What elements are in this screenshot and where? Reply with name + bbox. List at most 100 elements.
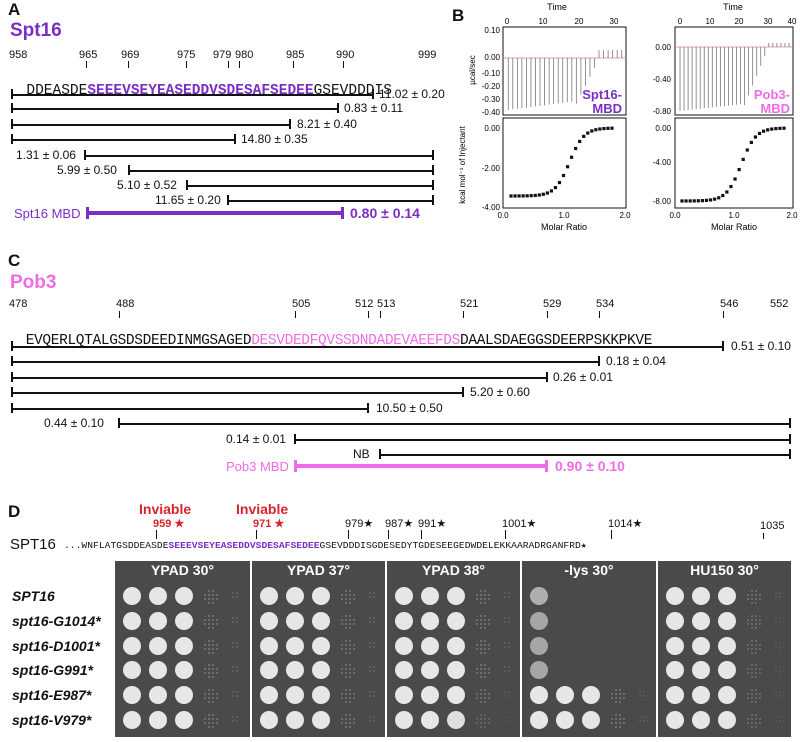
construct-kd: 5.20 ± 0.60 xyxy=(470,385,530,399)
tick xyxy=(723,311,724,318)
colony-spot xyxy=(260,587,278,605)
mark-num: 971 xyxy=(253,518,272,530)
data-point xyxy=(778,126,782,130)
colony-spot xyxy=(530,637,548,655)
colony-spot xyxy=(421,612,439,630)
pos-975: 975 xyxy=(177,49,196,61)
colony-spot xyxy=(745,662,761,678)
colony-spot xyxy=(745,613,761,629)
construct-line xyxy=(84,155,434,157)
pob3-mbd-name: MBD xyxy=(760,101,790,116)
pos: 534 xyxy=(596,298,615,310)
xtick: 2.0 xyxy=(786,211,798,220)
data-point xyxy=(517,194,521,198)
data-point xyxy=(602,126,606,131)
colony-spot xyxy=(692,711,710,729)
construct-line xyxy=(11,139,236,141)
colony-spot xyxy=(395,686,413,704)
ytick: -0.20 xyxy=(482,82,501,91)
mark-num: 1001 xyxy=(502,518,527,530)
pos: 521 xyxy=(460,298,479,310)
data-point xyxy=(770,127,774,131)
data-point xyxy=(598,127,602,131)
colony-spot xyxy=(149,587,167,605)
data-point xyxy=(749,140,753,145)
tick xyxy=(432,165,434,175)
construct-line xyxy=(11,408,369,410)
colony-spot xyxy=(231,715,241,725)
construct-line xyxy=(11,377,548,379)
data-point xyxy=(513,194,517,198)
data-point xyxy=(684,199,688,203)
data-point xyxy=(529,194,533,198)
colony-spot xyxy=(530,711,548,729)
construct-line xyxy=(11,108,339,110)
colony-spot xyxy=(474,638,490,654)
itc-binding-box-right xyxy=(674,117,794,209)
colony-spot xyxy=(718,711,736,729)
ytick: 0.00 xyxy=(484,124,500,133)
data-point xyxy=(545,191,549,195)
colony-spot xyxy=(692,612,710,630)
time-tick: 40 xyxy=(788,17,797,26)
construct-kd: 0.44 ± 0.10 xyxy=(44,416,104,430)
colony-spot xyxy=(260,637,278,655)
colony-spot xyxy=(447,661,465,679)
colony-spot xyxy=(202,687,218,703)
tick xyxy=(388,530,389,539)
panel-c-title: Pob3 xyxy=(10,272,57,293)
colony-spot xyxy=(395,661,413,679)
xtick: 1.0 xyxy=(728,211,740,220)
colony-spot xyxy=(202,588,218,604)
pob3-mbd-bar xyxy=(294,464,547,468)
tick xyxy=(598,356,600,366)
mark-num: 987 xyxy=(385,518,404,530)
colony-spot xyxy=(774,715,784,725)
pob3-mbd-name: Pob3- xyxy=(754,87,790,102)
time-label: Time xyxy=(547,2,567,12)
mark-1014: 1014★ xyxy=(608,518,643,530)
pos: 529 xyxy=(543,298,562,310)
colony-spot xyxy=(175,612,193,630)
data-point xyxy=(688,199,692,203)
time-tick: 10 xyxy=(539,17,548,26)
construct-kd: 0.26 ± 0.01 xyxy=(553,370,613,384)
colony-spot xyxy=(260,711,278,729)
construct-line xyxy=(227,200,434,202)
colony-spot xyxy=(123,711,141,729)
spt16-gene-label: SPT16 xyxy=(10,536,56,553)
colony-spot xyxy=(692,686,710,704)
colony-spot xyxy=(474,662,490,678)
data-point xyxy=(737,167,741,172)
colony-spot xyxy=(718,637,736,655)
mark-991: 991★ xyxy=(418,518,447,530)
seq-post: DAALSDAEGGSDEERPSKKPKVE xyxy=(460,333,653,349)
itc-raw-box-left xyxy=(502,26,627,116)
seq-post: GSEVDDDISGDESEDYTGDESEEGEDWDELEKKAARADRG… xyxy=(319,540,581,551)
ytick: -0.80 xyxy=(653,107,672,116)
tick xyxy=(432,150,434,160)
mark-1035: 1035 xyxy=(760,520,785,532)
colony-spot xyxy=(231,690,241,700)
condition-label: YPAD 38° xyxy=(422,562,485,578)
colony-spot xyxy=(447,686,465,704)
data-point xyxy=(782,126,786,130)
construct-line xyxy=(294,439,791,441)
colony-spot xyxy=(421,686,439,704)
data-point xyxy=(606,126,610,130)
construct-kd: 11.02 ± 0.20 xyxy=(379,87,445,101)
colony-spot xyxy=(666,711,684,729)
xtick: 1.0 xyxy=(558,211,570,220)
tick xyxy=(789,449,791,459)
data-point xyxy=(574,146,578,151)
ytick: -0.30 xyxy=(482,95,501,104)
tick xyxy=(86,61,87,68)
colony-spot xyxy=(123,661,141,679)
colony-spot xyxy=(666,686,684,704)
colony-spot xyxy=(718,587,736,605)
tick xyxy=(119,311,120,318)
colony-spot xyxy=(286,612,304,630)
ytick: 0.00 xyxy=(655,43,671,52)
data-point xyxy=(565,165,570,169)
colony-spot xyxy=(231,665,241,675)
